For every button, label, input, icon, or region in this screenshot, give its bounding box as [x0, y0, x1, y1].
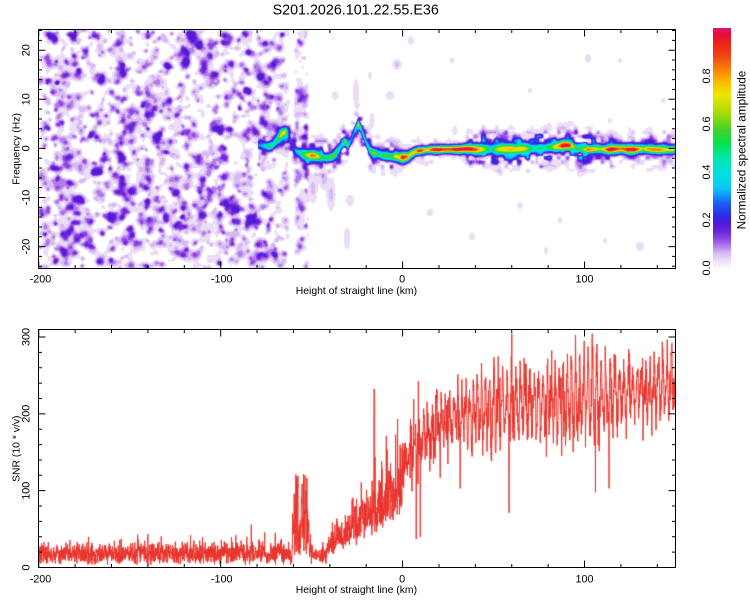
svg-text:SNR (10 * v/v): SNR (10 * v/v) — [12, 415, 23, 481]
svg-text:Normalized spectral amplitude: Normalized spectral amplitude — [735, 70, 749, 229]
svg-text:-200: -200 — [30, 274, 52, 286]
svg-text:-100: -100 — [211, 274, 233, 286]
svg-text:100: 100 — [575, 574, 593, 586]
svg-text:0: 0 — [21, 564, 33, 570]
svg-text:Height of straight line (km): Height of straight line (km) — [296, 585, 417, 596]
svg-text:0.0: 0.0 — [701, 260, 713, 275]
svg-text:0.2: 0.2 — [701, 212, 713, 227]
svg-text:10: 10 — [21, 93, 33, 105]
svg-text:300: 300 — [21, 328, 33, 346]
svg-text:Height of straight line (km): Height of straight line (km) — [296, 286, 417, 297]
svg-text:-10: -10 — [21, 190, 33, 206]
svg-text:-100: -100 — [211, 574, 233, 586]
svg-text:-20: -20 — [21, 239, 33, 255]
svg-text:20: 20 — [21, 44, 33, 56]
svg-text:0.4: 0.4 — [701, 164, 713, 179]
svg-text:200: 200 — [21, 405, 33, 423]
svg-text:0: 0 — [21, 145, 33, 151]
svg-text:Frequency (Hz): Frequency (Hz) — [12, 113, 23, 185]
svg-text:S201.2026.101.22.55.E36: S201.2026.101.22.55.E36 — [273, 3, 439, 19]
svg-text:100: 100 — [21, 482, 33, 500]
svg-text:100: 100 — [575, 274, 593, 286]
svg-text:0: 0 — [399, 274, 405, 286]
svg-text:0.6: 0.6 — [701, 116, 713, 131]
svg-text:-200: -200 — [30, 574, 52, 586]
svg-text:0.8: 0.8 — [701, 68, 713, 83]
svg-text:0: 0 — [399, 574, 405, 586]
